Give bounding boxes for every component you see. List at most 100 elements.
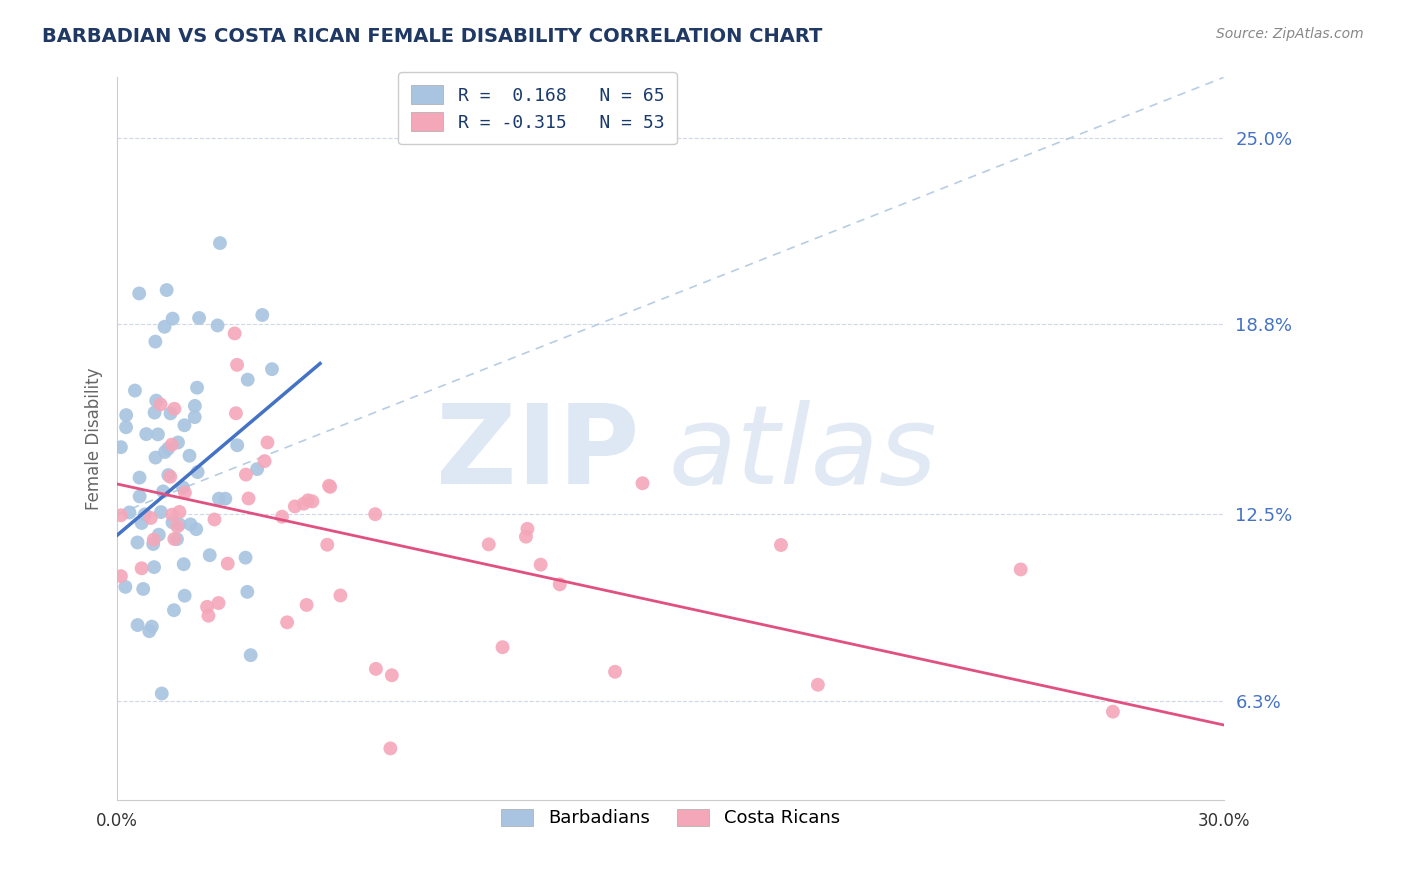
Point <box>807 678 830 692</box>
Point <box>239 648 262 663</box>
Point <box>146 427 169 442</box>
Legend: Barbadians, Costa Ricans: Barbadians, Costa Ricans <box>494 801 846 835</box>
Point <box>631 476 654 491</box>
Point <box>548 577 571 591</box>
Point <box>186 522 208 536</box>
Point <box>204 512 226 526</box>
Point <box>246 462 269 476</box>
Point <box>530 558 553 572</box>
Point <box>153 445 176 459</box>
Point <box>316 538 339 552</box>
Point <box>252 308 274 322</box>
Point <box>128 470 150 484</box>
Point <box>516 522 538 536</box>
Point <box>319 480 342 494</box>
Point <box>149 505 172 519</box>
Point <box>148 527 170 541</box>
Point <box>134 508 156 522</box>
Point <box>159 406 181 420</box>
Point <box>159 469 181 483</box>
Point <box>156 283 179 297</box>
Point <box>183 410 205 425</box>
Point <box>236 585 259 599</box>
Point <box>163 532 186 546</box>
Point <box>152 484 174 499</box>
Point <box>150 686 173 700</box>
Point <box>207 318 229 333</box>
Point <box>295 598 318 612</box>
Point <box>195 599 218 614</box>
Point <box>160 508 183 522</box>
Point <box>149 397 172 411</box>
Point <box>238 491 260 506</box>
Point <box>172 481 194 495</box>
Point <box>208 236 231 251</box>
Point <box>329 589 352 603</box>
Point <box>603 665 626 679</box>
Point <box>162 311 184 326</box>
Point <box>174 485 197 500</box>
Point <box>1010 562 1032 576</box>
Point <box>276 615 298 630</box>
Point <box>131 516 153 530</box>
Point <box>292 497 315 511</box>
Point <box>173 589 195 603</box>
Point <box>169 505 191 519</box>
Point <box>491 640 513 655</box>
Point <box>173 558 195 572</box>
Point <box>160 438 183 452</box>
Point <box>260 362 283 376</box>
Point <box>184 399 207 413</box>
Point <box>256 435 278 450</box>
Point <box>135 427 157 442</box>
Point <box>131 561 153 575</box>
Point <box>142 533 165 547</box>
Point <box>118 506 141 520</box>
Point <box>769 538 792 552</box>
Point <box>301 494 323 508</box>
Point <box>364 662 387 676</box>
Point <box>110 569 132 583</box>
Point <box>180 517 202 532</box>
Point <box>236 373 259 387</box>
Point <box>318 479 340 493</box>
Text: BARBADIAN VS COSTA RICAN FEMALE DISABILITY CORRELATION CHART: BARBADIAN VS COSTA RICAN FEMALE DISABILI… <box>42 27 823 45</box>
Point <box>145 450 167 465</box>
Point <box>515 530 537 544</box>
Point <box>208 491 231 506</box>
Point <box>198 548 221 562</box>
Point <box>188 310 211 325</box>
Y-axis label: Female Disability: Female Disability <box>86 368 103 510</box>
Point <box>128 286 150 301</box>
Point <box>364 507 387 521</box>
Point <box>132 582 155 596</box>
Point <box>253 454 276 468</box>
Point <box>381 668 404 682</box>
Point <box>139 511 162 525</box>
Point <box>157 442 180 456</box>
Point <box>124 384 146 398</box>
Point <box>186 381 208 395</box>
Point <box>225 406 247 420</box>
Point <box>207 596 229 610</box>
Point <box>297 493 319 508</box>
Point <box>115 420 138 434</box>
Point <box>226 358 249 372</box>
Point <box>380 741 402 756</box>
Point <box>145 393 167 408</box>
Point <box>127 618 149 632</box>
Point <box>224 326 246 341</box>
Point <box>143 406 166 420</box>
Point <box>173 418 195 433</box>
Point <box>166 519 188 533</box>
Text: ZIP: ZIP <box>436 400 640 507</box>
Text: Source: ZipAtlas.com: Source: ZipAtlas.com <box>1216 27 1364 41</box>
Point <box>169 517 191 532</box>
Point <box>167 435 190 450</box>
Point <box>214 491 236 506</box>
Point <box>127 535 149 549</box>
Point <box>179 449 201 463</box>
Point <box>197 608 219 623</box>
Point <box>235 550 257 565</box>
Point <box>1102 705 1125 719</box>
